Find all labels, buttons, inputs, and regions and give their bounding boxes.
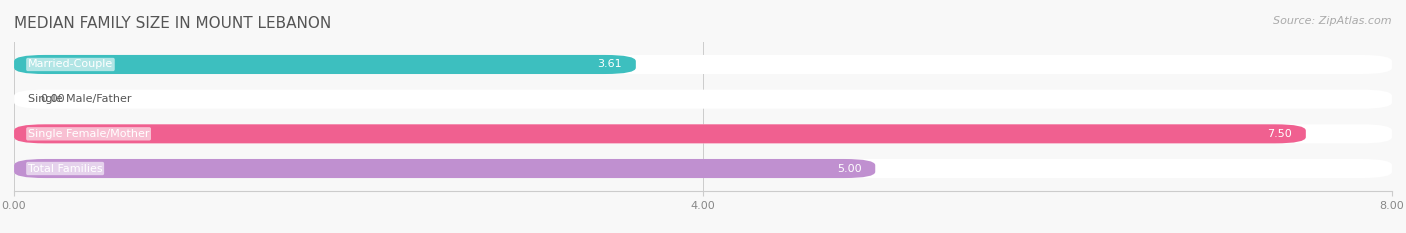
Text: 7.50: 7.50 — [1267, 129, 1292, 139]
Text: 3.61: 3.61 — [598, 59, 621, 69]
FancyBboxPatch shape — [14, 124, 1392, 143]
FancyBboxPatch shape — [14, 55, 1392, 74]
Text: Single Male/Father: Single Male/Father — [28, 94, 131, 104]
Text: Source: ZipAtlas.com: Source: ZipAtlas.com — [1274, 16, 1392, 26]
Text: Total Families: Total Families — [28, 164, 103, 174]
FancyBboxPatch shape — [14, 90, 1392, 109]
Text: 5.00: 5.00 — [837, 164, 862, 174]
Text: 0.00: 0.00 — [39, 94, 65, 104]
FancyBboxPatch shape — [14, 124, 1306, 143]
Text: Single Female/Mother: Single Female/Mother — [28, 129, 149, 139]
Text: Married-Couple: Married-Couple — [28, 59, 112, 69]
Text: MEDIAN FAMILY SIZE IN MOUNT LEBANON: MEDIAN FAMILY SIZE IN MOUNT LEBANON — [14, 16, 332, 31]
FancyBboxPatch shape — [14, 159, 875, 178]
FancyBboxPatch shape — [14, 55, 636, 74]
FancyBboxPatch shape — [14, 159, 1392, 178]
